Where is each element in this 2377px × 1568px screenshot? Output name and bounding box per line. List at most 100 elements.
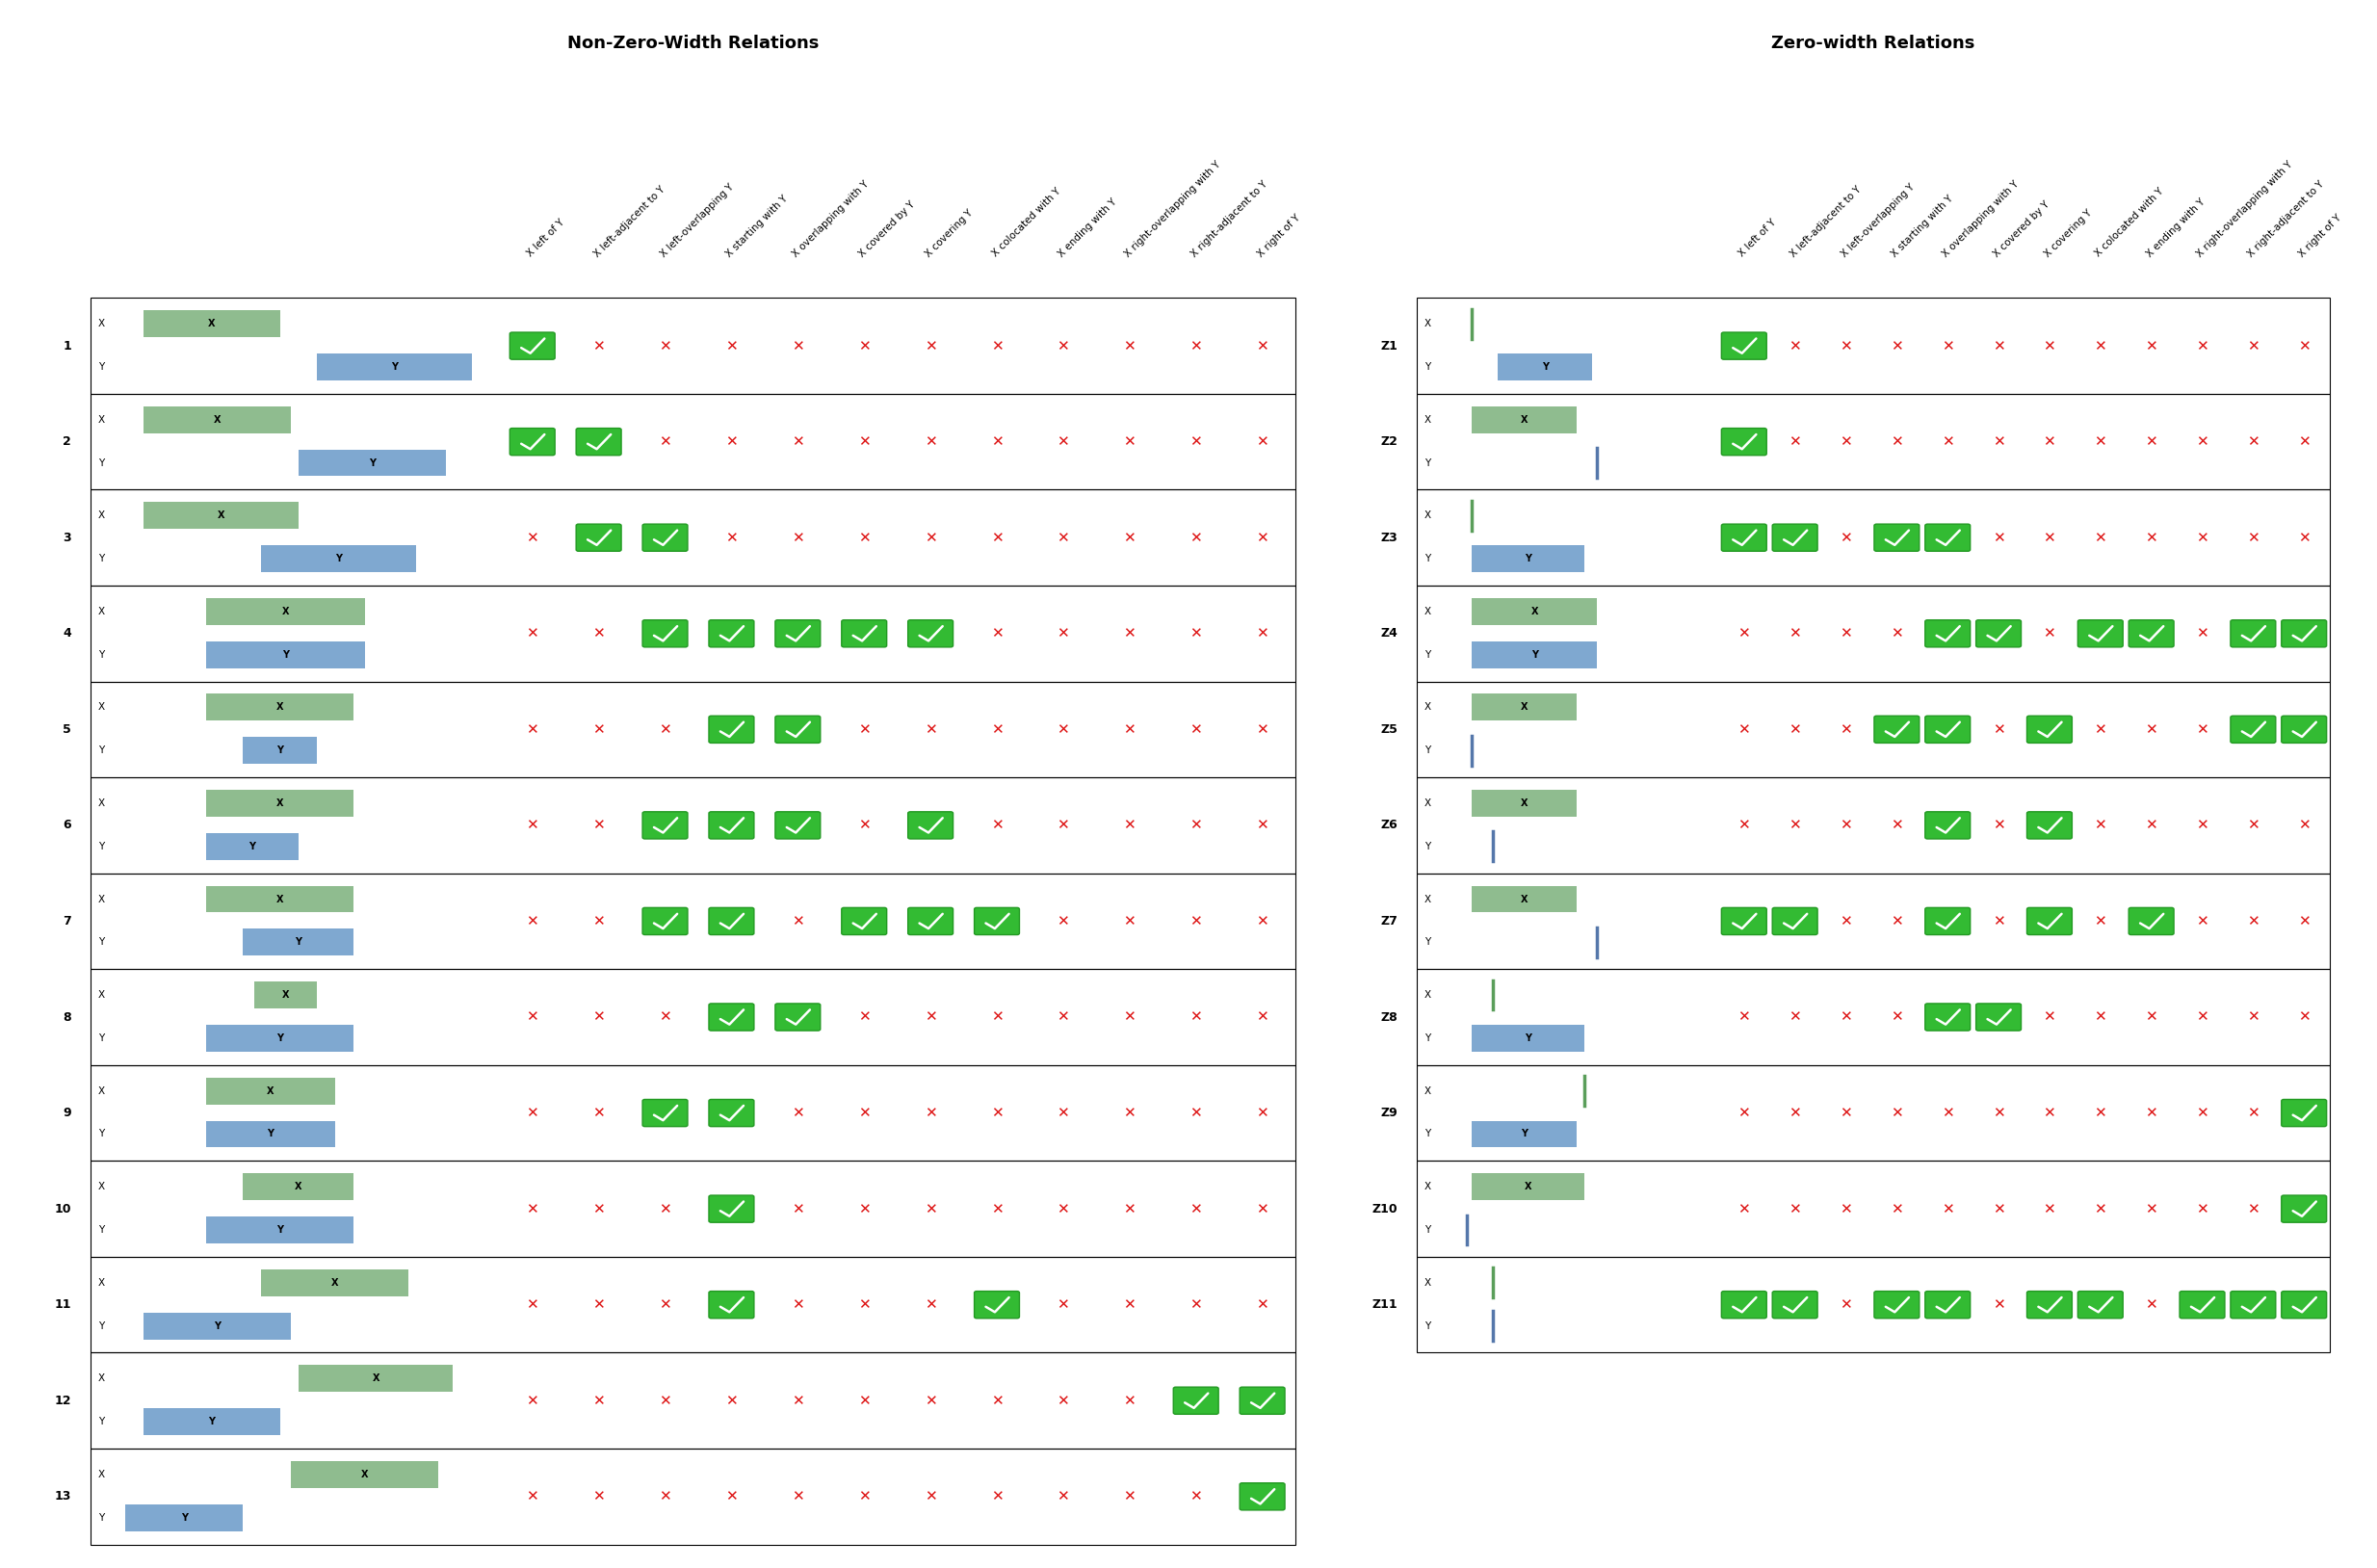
Text: ✕: ✕ (1840, 1010, 1852, 1024)
Text: X right of Y: X right of Y (2296, 212, 2344, 259)
Text: ✕: ✕ (1191, 818, 1203, 833)
Text: ✕: ✕ (1992, 1105, 2004, 1120)
Text: Z3: Z3 (1381, 532, 1398, 544)
Text: ✕: ✕ (592, 914, 604, 928)
Text: ✕: ✕ (592, 1010, 604, 1024)
Text: X ending with Y: X ending with Y (1055, 196, 1120, 259)
FancyBboxPatch shape (1721, 332, 1766, 359)
Text: ✕: ✕ (658, 434, 670, 448)
Text: X: X (97, 1182, 105, 1192)
Text: 13: 13 (55, 1490, 71, 1502)
Text: ✕: ✕ (525, 1105, 540, 1120)
Text: ✕: ✕ (792, 1490, 803, 1504)
Text: X: X (97, 416, 105, 425)
Text: ✕: ✕ (2144, 1201, 2158, 1217)
Text: ✕: ✕ (1058, 1298, 1070, 1312)
Bar (1471, 695, 1576, 721)
Text: X right-adjacent to Y: X right-adjacent to Y (1188, 179, 1269, 259)
Text: ✕: ✕ (1191, 1010, 1203, 1024)
FancyBboxPatch shape (1925, 524, 1971, 552)
Text: ✕: ✕ (525, 530, 540, 544)
Text: Y: Y (250, 842, 257, 851)
FancyBboxPatch shape (1241, 1483, 1286, 1510)
Text: ✕: ✕ (1124, 1201, 1136, 1217)
Text: ✕: ✕ (1992, 818, 2004, 833)
Text: ✕: ✕ (2144, 1010, 2158, 1024)
Text: ✕: ✕ (2144, 723, 2158, 737)
FancyBboxPatch shape (2028, 1290, 2073, 1319)
Text: Y: Y (283, 649, 288, 660)
Text: Y: Y (97, 1513, 105, 1523)
Text: 1: 1 (62, 340, 71, 353)
FancyBboxPatch shape (1975, 1004, 2020, 1030)
FancyBboxPatch shape (1925, 1290, 1971, 1319)
Text: ✕: ✕ (1124, 723, 1136, 737)
Text: ✕: ✕ (2094, 339, 2106, 353)
Bar (90, 1160, 1295, 1258)
FancyBboxPatch shape (708, 619, 754, 648)
Bar (90, 585, 1295, 682)
Text: 8: 8 (64, 1011, 71, 1024)
Text: ✕: ✕ (1058, 626, 1070, 641)
Bar (1471, 1025, 1583, 1052)
FancyBboxPatch shape (575, 524, 620, 552)
FancyBboxPatch shape (2282, 619, 2327, 648)
Bar (90, 969, 1295, 1065)
Text: ✕: ✕ (2196, 434, 2208, 448)
FancyBboxPatch shape (575, 428, 620, 455)
Text: Z1: Z1 (1381, 340, 1398, 353)
Text: Y: Y (295, 938, 302, 947)
Text: X: X (1424, 511, 1431, 521)
Bar (290, 1461, 437, 1488)
Text: ✕: ✕ (592, 818, 604, 833)
Text: ✕: ✕ (1255, 1298, 1269, 1312)
Text: Y: Y (1424, 362, 1431, 372)
FancyBboxPatch shape (509, 428, 554, 455)
FancyBboxPatch shape (841, 908, 887, 935)
Text: 5: 5 (62, 723, 71, 735)
Text: X: X (97, 1374, 105, 1383)
Text: ✕: ✕ (1992, 339, 2004, 353)
Text: ✕: ✕ (1790, 818, 1802, 833)
Text: ✕: ✕ (658, 1201, 670, 1217)
Text: ✕: ✕ (2196, 818, 2208, 833)
Text: X: X (283, 991, 290, 1000)
Bar (242, 1173, 354, 1200)
Text: ✕: ✕ (525, 1010, 540, 1024)
Text: ✕: ✕ (2144, 1298, 2158, 1312)
Text: ✕: ✕ (792, 1201, 803, 1217)
Text: ✕: ✕ (525, 818, 540, 833)
Text: ✕: ✕ (792, 1394, 803, 1408)
Text: 12: 12 (55, 1394, 71, 1406)
Bar (1417, 873, 2329, 969)
Text: X covered by Y: X covered by Y (1992, 199, 2051, 259)
Text: ✕: ✕ (1191, 530, 1203, 544)
Text: ✕: ✕ (1255, 1105, 1269, 1120)
Bar (90, 1449, 1295, 1544)
Text: ✕: ✕ (1890, 1201, 1904, 1217)
Text: ✕: ✕ (1790, 434, 1802, 448)
Text: ✕: ✕ (925, 1105, 937, 1120)
Text: ✕: ✕ (1840, 1105, 1852, 1120)
Text: ✕: ✕ (1058, 1490, 1070, 1504)
FancyBboxPatch shape (841, 619, 887, 648)
Text: Y: Y (1424, 842, 1431, 851)
FancyBboxPatch shape (775, 619, 820, 648)
Bar (207, 1077, 335, 1104)
Text: X: X (283, 607, 290, 616)
Text: X: X (214, 416, 221, 425)
Text: ✕: ✕ (1790, 339, 1802, 353)
Text: ✕: ✕ (2044, 626, 2056, 641)
Text: ✕: ✕ (792, 530, 803, 544)
Text: ✕: ✕ (858, 818, 870, 833)
Text: ✕: ✕ (792, 339, 803, 353)
FancyBboxPatch shape (708, 1195, 754, 1223)
Bar (1417, 1160, 2329, 1258)
Text: ✕: ✕ (2144, 434, 2158, 448)
Text: ✕: ✕ (1255, 818, 1269, 833)
Text: ✕: ✕ (2196, 626, 2208, 641)
Text: ✕: ✕ (858, 434, 870, 448)
Bar (261, 546, 416, 572)
Text: ✕: ✕ (1255, 723, 1269, 737)
Text: Y: Y (97, 746, 105, 756)
